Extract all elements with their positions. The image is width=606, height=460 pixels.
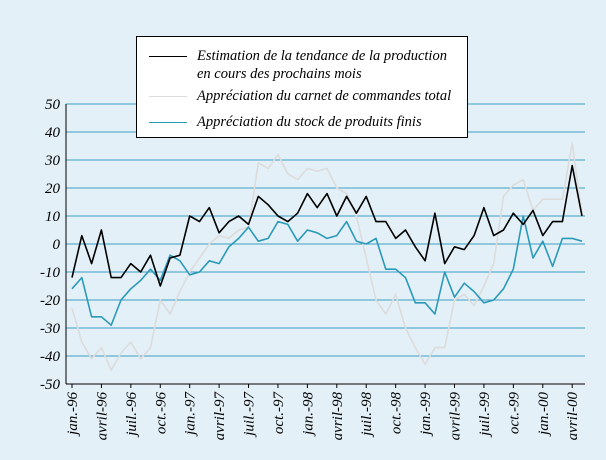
y-tick-label: 40 [45, 125, 61, 141]
y-tick-label: 0 [53, 237, 61, 253]
legend: Estimation de la tendance de la producti… [136, 36, 468, 138]
y-tick-label: 10 [45, 209, 61, 225]
legend-label: Estimation de la tendance de la producti… [197, 48, 447, 82]
legend-swatch [149, 122, 187, 123]
y-tick-label: 20 [45, 181, 61, 197]
legend-label: Appréciation du stock de produits finis [197, 114, 422, 130]
x-tick-label: juil.-99 [477, 392, 493, 438]
x-tick-label: avril-96 [94, 392, 110, 441]
x-tick-label: jan.-99 [418, 392, 434, 437]
legend-label: Appréciation du carnet de commandes tota… [197, 88, 452, 104]
x-tick-label: jan.-00 [536, 392, 552, 437]
x-tick-label: avril-99 [448, 392, 464, 441]
y-tick-label: -30 [40, 321, 60, 337]
legend-entry: Appréciation du stock de produits finis [137, 113, 422, 131]
y-tick-label: -20 [40, 293, 60, 309]
y-tick-label: -40 [40, 349, 60, 365]
x-tick-label: juil.-98 [359, 392, 375, 438]
x-tick-label: jan.-98 [300, 392, 316, 437]
x-tick-label: oct.-98 [389, 392, 405, 435]
x-tick-label: avril-00 [565, 392, 581, 441]
y-tick-label: -10 [40, 265, 60, 281]
x-tick-label: oct.-97 [271, 391, 287, 435]
x-tick-label: juil.-97 [242, 391, 258, 438]
x-tick-label: juil.-96 [124, 392, 140, 438]
legend-swatch [149, 96, 187, 97]
series-line [71, 142, 583, 371]
series-line [71, 164, 583, 287]
x-tick-label: avril-97 [212, 391, 228, 441]
x-tick-label: oct.-99 [506, 392, 522, 435]
legend-entry: Estimation de la tendance de la producti… [137, 47, 447, 83]
x-tick-label: oct.-96 [153, 392, 169, 435]
y-tick-label: 30 [44, 153, 61, 169]
y-tick-label: 50 [45, 97, 61, 113]
x-tick-label: jan.-97 [183, 391, 199, 437]
x-tick-label: avril-98 [330, 392, 346, 441]
y-tick-label: -50 [40, 377, 60, 393]
legend-swatch [149, 56, 187, 57]
legend-entry: Appréciation du carnet de commandes tota… [137, 87, 451, 105]
series-line [71, 215, 583, 326]
x-tick-label: jan.-96 [65, 392, 81, 437]
